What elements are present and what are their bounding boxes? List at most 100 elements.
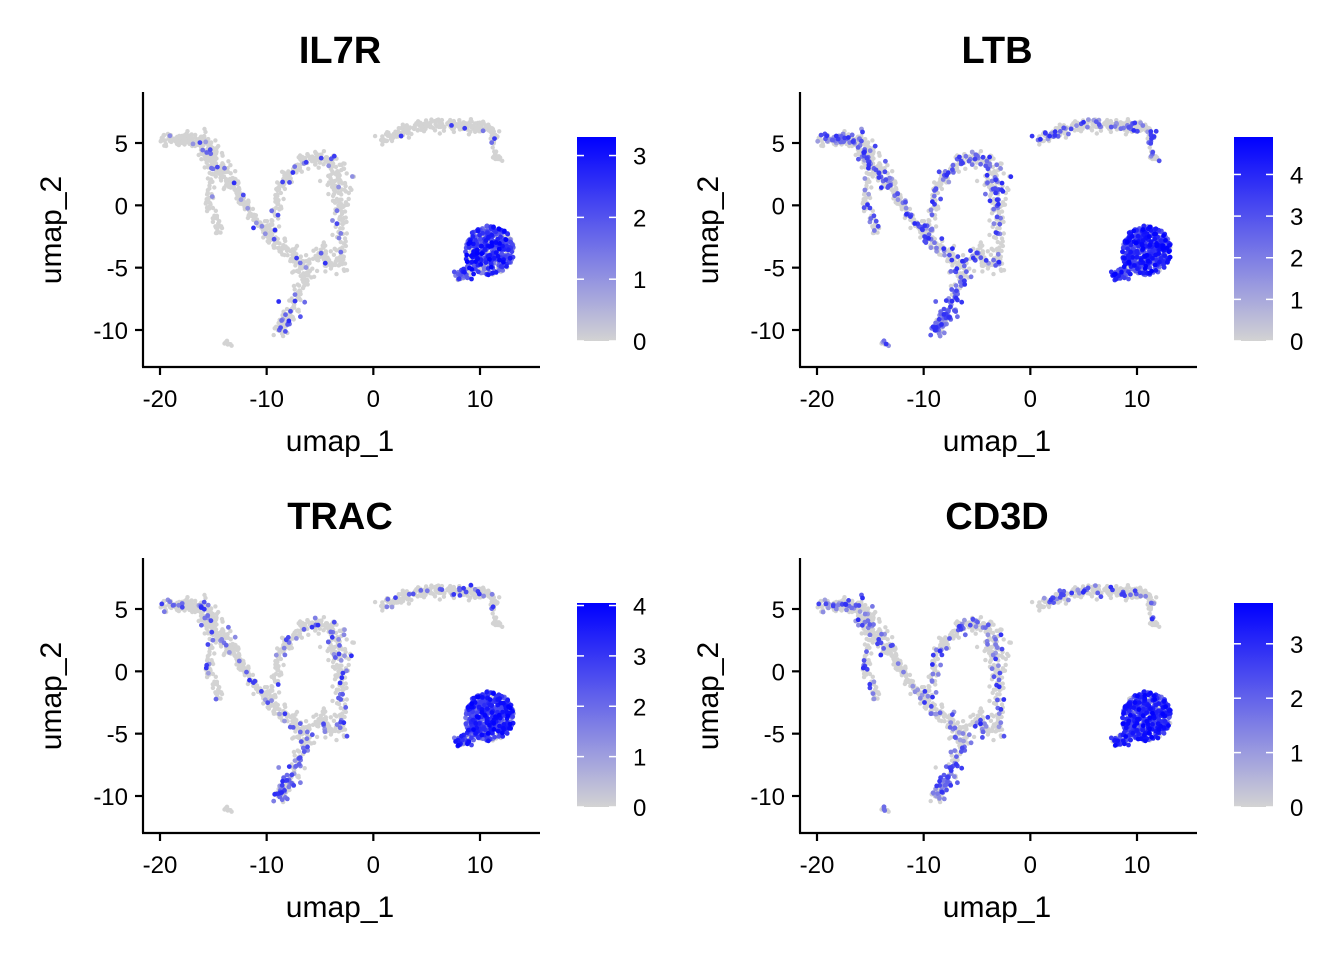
cell-point: [507, 255, 513, 261]
cell-point: [211, 614, 216, 619]
colorbar-gradient: [577, 137, 616, 341]
cell-point: [865, 202, 870, 208]
cell-point: [187, 604, 192, 610]
cell-point: [903, 205, 909, 211]
cell-point: [1001, 171, 1006, 176]
cell-point: [489, 232, 495, 238]
cell-point: [187, 138, 192, 144]
panel-trac: TRAC -20 -10 0 10 50-5-10 umap_1 umap_2 012…: [35, 496, 646, 924]
cell-point: [1162, 253, 1167, 258]
cell-point: [1096, 122, 1102, 127]
cell-point: [283, 329, 288, 334]
colorbar-label: 2: [633, 205, 646, 232]
cell-point: [334, 221, 340, 227]
cell-point: [423, 584, 429, 589]
cell-point: [993, 230, 999, 236]
cell-point: [331, 252, 337, 257]
cell-point: [275, 240, 280, 245]
y-axis-title: umap_2: [35, 176, 68, 284]
y-tick-label: 0: [772, 193, 785, 220]
cell-point: [934, 207, 939, 212]
cell-point: [159, 138, 164, 143]
cell-point: [212, 185, 217, 190]
cell-point: [1147, 145, 1152, 150]
cell-point: [323, 249, 328, 254]
cell-point: [273, 199, 278, 204]
cell-point: [475, 269, 481, 275]
cell-point: [1003, 196, 1008, 202]
cell-point: [342, 653, 347, 659]
cell-point: [1137, 270, 1143, 276]
cell-point: [198, 611, 204, 616]
cell-point: [207, 652, 212, 657]
cell-point: [873, 218, 879, 224]
cell-point: [933, 299, 939, 304]
cell-point: [346, 662, 351, 668]
cell-point: [238, 197, 244, 203]
cell-point: [980, 249, 985, 254]
cell-point: [998, 166, 1003, 171]
cell-point: [342, 627, 347, 633]
cell-point: [199, 157, 204, 162]
cell-point: [469, 276, 474, 282]
cell-point: [261, 235, 266, 240]
cell-point: [994, 162, 1000, 168]
cell-point: [330, 193, 336, 199]
points-layer: [158, 117, 516, 348]
cell-point: [294, 255, 299, 261]
cell-point: [483, 238, 489, 243]
cell-point: [877, 161, 882, 166]
cell-point: [204, 197, 209, 202]
cell-point: [488, 264, 494, 270]
cell-point: [210, 156, 215, 161]
cell-point: [313, 151, 319, 156]
cell-point: [870, 174, 875, 179]
cell-point: [1108, 124, 1114, 130]
cell-point: [984, 172, 990, 178]
cell-point: [317, 178, 323, 184]
cell-point: [341, 161, 346, 166]
cell-point: [983, 258, 989, 263]
cell-point: [202, 592, 207, 598]
cell-point: [306, 259, 312, 265]
cell-point: [999, 209, 1005, 214]
cell-point: [1061, 125, 1067, 131]
cell-point: [850, 139, 856, 145]
cell-point: [471, 271, 476, 277]
cell-point: [1057, 129, 1063, 134]
cell-point: [281, 645, 287, 651]
x-tick-label: -20: [800, 386, 835, 413]
cell-point: [927, 218, 932, 224]
cell-point: [218, 230, 223, 235]
cell-point: [271, 798, 277, 804]
cell-point: [963, 269, 969, 275]
cell-point: [330, 218, 335, 223]
cell-point: [336, 637, 341, 642]
cell-point: [273, 196, 279, 201]
cell-point: [213, 174, 218, 179]
cell-point: [222, 807, 227, 812]
cell-point: [1085, 124, 1090, 130]
cell-point: [999, 236, 1005, 241]
cell-point: [252, 216, 258, 221]
cell-point: [209, 171, 214, 177]
cell-point: [336, 687, 341, 692]
cell-point: [1128, 249, 1133, 255]
cell-point: [1126, 276, 1131, 282]
x-tick-label: 0: [1024, 386, 1037, 413]
cell-point: [441, 594, 447, 599]
cell-point: [985, 180, 990, 186]
cell-point: [1153, 268, 1159, 273]
cell-point: [493, 149, 499, 154]
cell-point: [926, 236, 931, 241]
cell-point: [287, 646, 292, 651]
cell-point: [876, 150, 882, 156]
cell-point: [277, 207, 282, 212]
cell-point: [1151, 134, 1157, 139]
cell-point: [271, 703, 277, 708]
cell-point: [228, 342, 233, 347]
cell-point: [932, 327, 938, 333]
cell-point: [327, 623, 332, 628]
cell-point: [306, 620, 312, 625]
